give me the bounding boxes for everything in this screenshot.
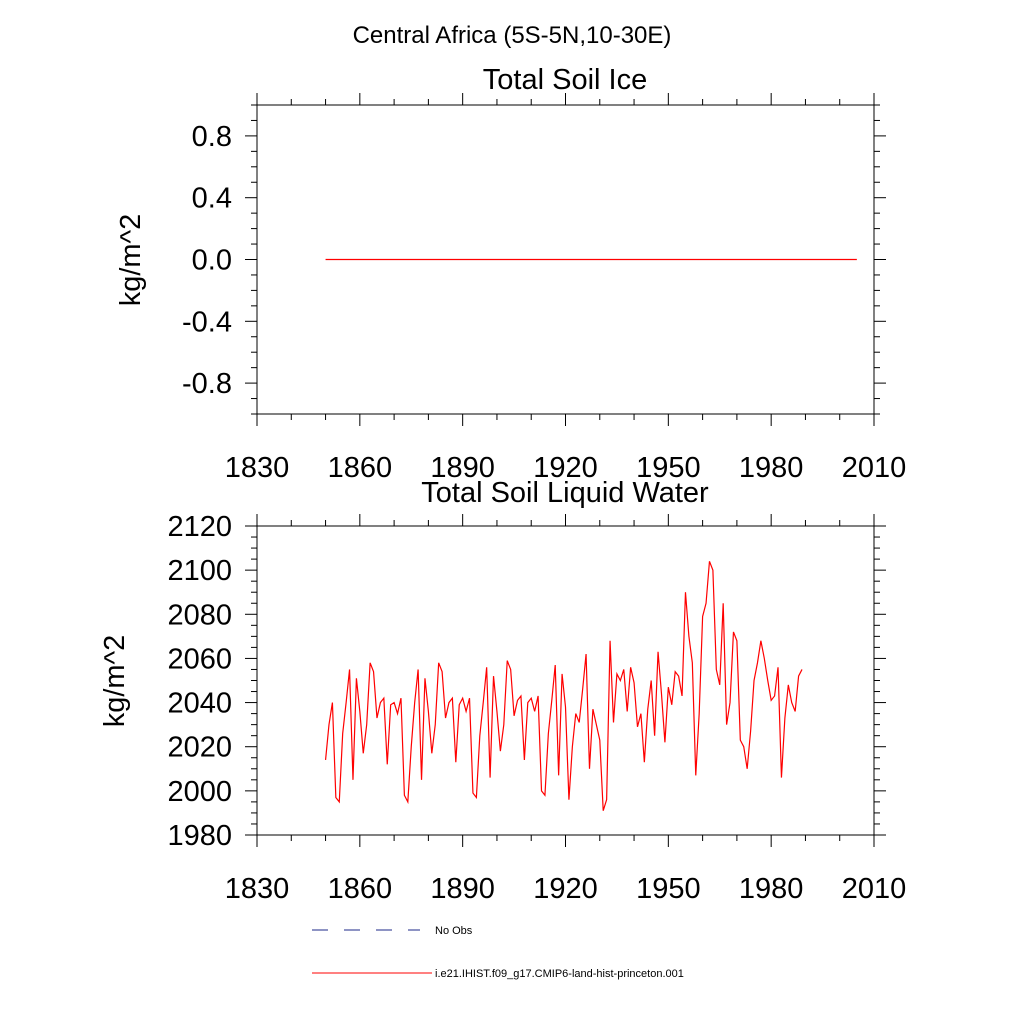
y-tick-label: 2100 <box>167 555 232 587</box>
y-tick-label: 0.4 <box>192 183 232 215</box>
legend-label-no-obs: No Obs <box>435 925 473 937</box>
x-tick-label: 1950 <box>636 452 701 484</box>
chart-title: Total Soil Ice <box>483 64 647 96</box>
x-tick-label: 1950 <box>636 873 701 905</box>
y-tick-label: 2060 <box>167 643 232 675</box>
y-tick-label: 2080 <box>167 599 232 631</box>
x-tick-label: 1980 <box>739 452 804 484</box>
y-axis-label: kg/m^2 <box>115 214 147 307</box>
y-tick-label: 2000 <box>167 776 232 808</box>
y-tick-label: -0.4 <box>182 306 232 338</box>
y-tick-label: 2120 <box>167 511 232 543</box>
x-tick-label: 2010 <box>842 452 907 484</box>
x-tick-label: 1830 <box>225 452 290 484</box>
x-tick-label: 1920 <box>533 873 598 905</box>
chart-title: Total Soil Liquid Water <box>421 477 709 509</box>
y-axis-label: kg/m^2 <box>99 635 131 728</box>
axes: 1830 1860 1890 1920 1950 1980 2010 -0.8 -0.4 0.0 0… <box>182 93 906 484</box>
y-tick-label: 2020 <box>167 732 232 764</box>
series-group <box>324 561 803 811</box>
x-tick-label: 1890 <box>430 452 495 484</box>
y-tick-label: 0.8 <box>192 121 232 153</box>
legend: No Obs i.e21.IHIST.f09_g17.CMIP6-land-hi… <box>312 925 684 980</box>
x-tick-label: 1980 <box>739 873 804 905</box>
y-tick-label: 0.0 <box>192 245 232 277</box>
x-tick-label: 1860 <box>328 873 393 905</box>
x-tick-label: 1830 <box>225 873 290 905</box>
x-tick-label: 1890 <box>430 873 495 905</box>
x-tick-label: 2010 <box>842 873 907 905</box>
y-tick-label: -0.8 <box>182 368 232 400</box>
axes: 1830 1860 1890 1920 1950 1980 2010 1980 2000 2020… <box>167 511 906 905</box>
total-soil-ice-panel: Total Soil Ice 1830 1860 1890 1920 1950 1980 2… <box>115 64 906 484</box>
figure-suptitle: Central Africa (5S-5N,10-30E) <box>353 22 672 49</box>
legend-label-model: i.e21.IHIST.f09_g17.CMIP6-land-hist-prin… <box>435 968 684 980</box>
y-tick-label: 1980 <box>167 820 232 852</box>
x-tick-label: 1920 <box>533 452 598 484</box>
series-line <box>324 561 803 811</box>
y-tick-label: 2040 <box>167 688 232 720</box>
x-tick-label: 1860 <box>328 452 393 484</box>
total-soil-liquid-water-panel: Total Soil Liquid Water 1830 1860 1890 1920… <box>99 477 906 905</box>
